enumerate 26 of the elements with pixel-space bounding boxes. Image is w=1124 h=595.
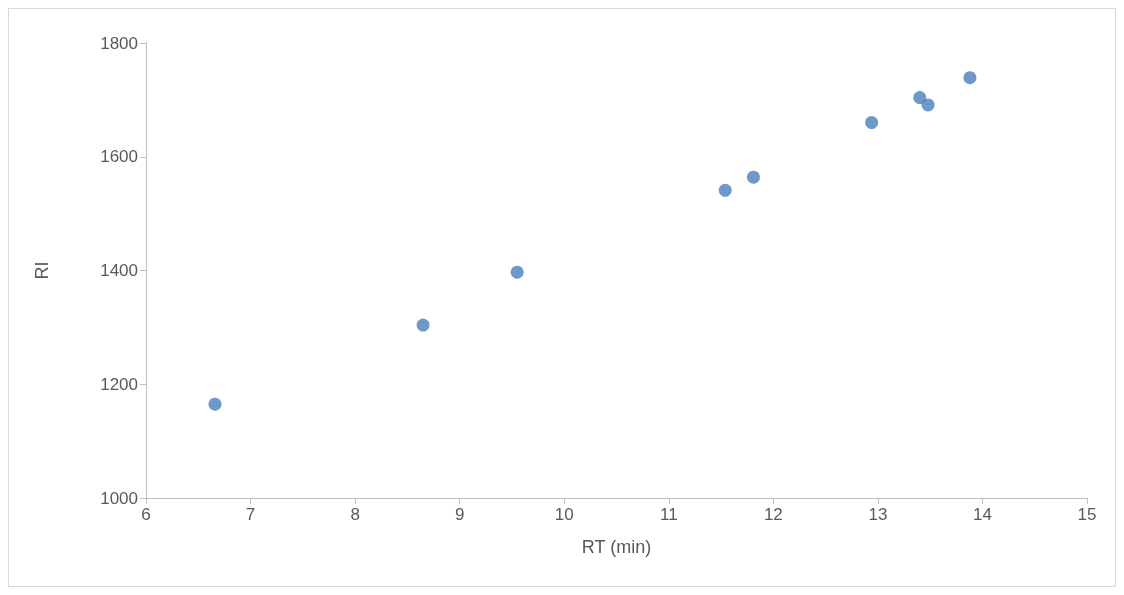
point bbox=[963, 71, 977, 85]
y-axis-title: RI bbox=[32, 261, 52, 280]
x-tick-label: 14 bbox=[972, 505, 992, 524]
point bbox=[746, 170, 760, 184]
point bbox=[510, 265, 524, 279]
point bbox=[718, 183, 732, 197]
y-tick-label: 1200 bbox=[100, 374, 138, 394]
point bbox=[921, 98, 935, 112]
x-tick-label: 8 bbox=[350, 505, 360, 524]
x-tick-label: 6 bbox=[141, 505, 151, 524]
y-tick-label: 1800 bbox=[100, 33, 138, 53]
x-tick-label: 13 bbox=[868, 505, 888, 524]
y-tick-label: 1400 bbox=[100, 261, 138, 280]
point bbox=[913, 91, 927, 105]
x-tick-label: 12 bbox=[763, 505, 783, 524]
x-tick-label: 7 bbox=[245, 505, 256, 524]
point bbox=[416, 318, 430, 332]
x-tick-label: 11 bbox=[659, 505, 678, 524]
y-tick-label: 1600 bbox=[100, 147, 138, 167]
x-tick-label: 9 bbox=[454, 505, 465, 524]
point bbox=[865, 116, 879, 130]
point bbox=[208, 397, 222, 411]
x-tick-label: 10 bbox=[554, 505, 574, 524]
x-axis-title: RT (min) bbox=[581, 537, 652, 557]
y-tick-label: 1000 bbox=[100, 488, 138, 508]
x-tick-label: 15 bbox=[1077, 505, 1097, 524]
